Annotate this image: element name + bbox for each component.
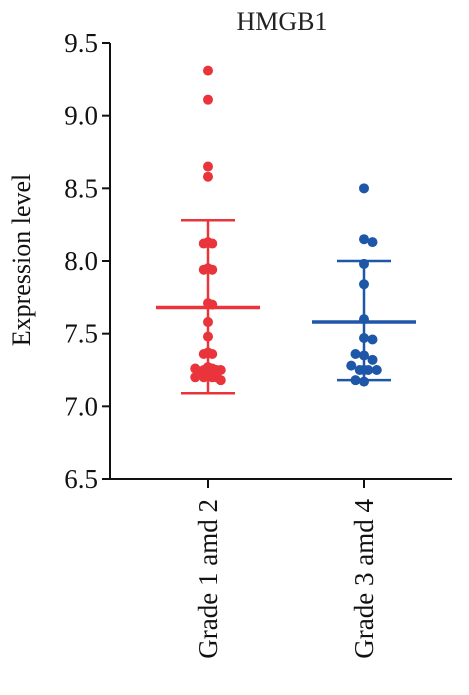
data-point <box>367 334 378 345</box>
data-point <box>207 264 218 275</box>
y-tick-label: 6.5 <box>64 464 98 494</box>
data-point <box>359 234 369 245</box>
data-point <box>203 65 213 76</box>
y-tick-label: 9.0 <box>64 101 98 131</box>
series-group <box>312 183 416 387</box>
data-point <box>198 372 209 383</box>
chart-title: HMGB1 <box>236 7 327 36</box>
data-point <box>346 360 357 371</box>
y-tick-label: 8.5 <box>64 173 98 203</box>
x-tick-label: Grade 3 amd 4 <box>349 499 379 659</box>
data-point <box>215 365 226 375</box>
y-axis-label: Expression level <box>7 174 36 347</box>
data-point <box>203 94 213 105</box>
data-point <box>367 237 378 248</box>
data-point <box>207 238 218 249</box>
data-point <box>203 161 213 172</box>
data-point <box>190 372 201 383</box>
y-tick-label: 9.5 <box>64 28 98 58</box>
plot-area <box>156 65 416 395</box>
data-point <box>363 365 374 375</box>
data-point <box>215 375 226 386</box>
data-point <box>367 354 378 365</box>
data-point <box>371 365 382 375</box>
data-point <box>203 171 213 182</box>
series-group <box>156 65 260 395</box>
data-point <box>207 349 218 360</box>
y-tick-label: 7.0 <box>64 391 98 421</box>
data-point <box>350 349 361 360</box>
data-point <box>359 183 369 194</box>
y-tick-label: 7.5 <box>64 319 98 349</box>
data-point <box>198 349 209 360</box>
y-tick-label: 8.0 <box>64 246 98 276</box>
x-tick-label: Grade 1 amd 2 <box>193 499 223 659</box>
axes: 6.5 7.0 7.5 8.0 8.5 9.0 9.5 Grade 1 amd 2 Grade … <box>64 28 452 659</box>
data-point <box>198 264 209 275</box>
